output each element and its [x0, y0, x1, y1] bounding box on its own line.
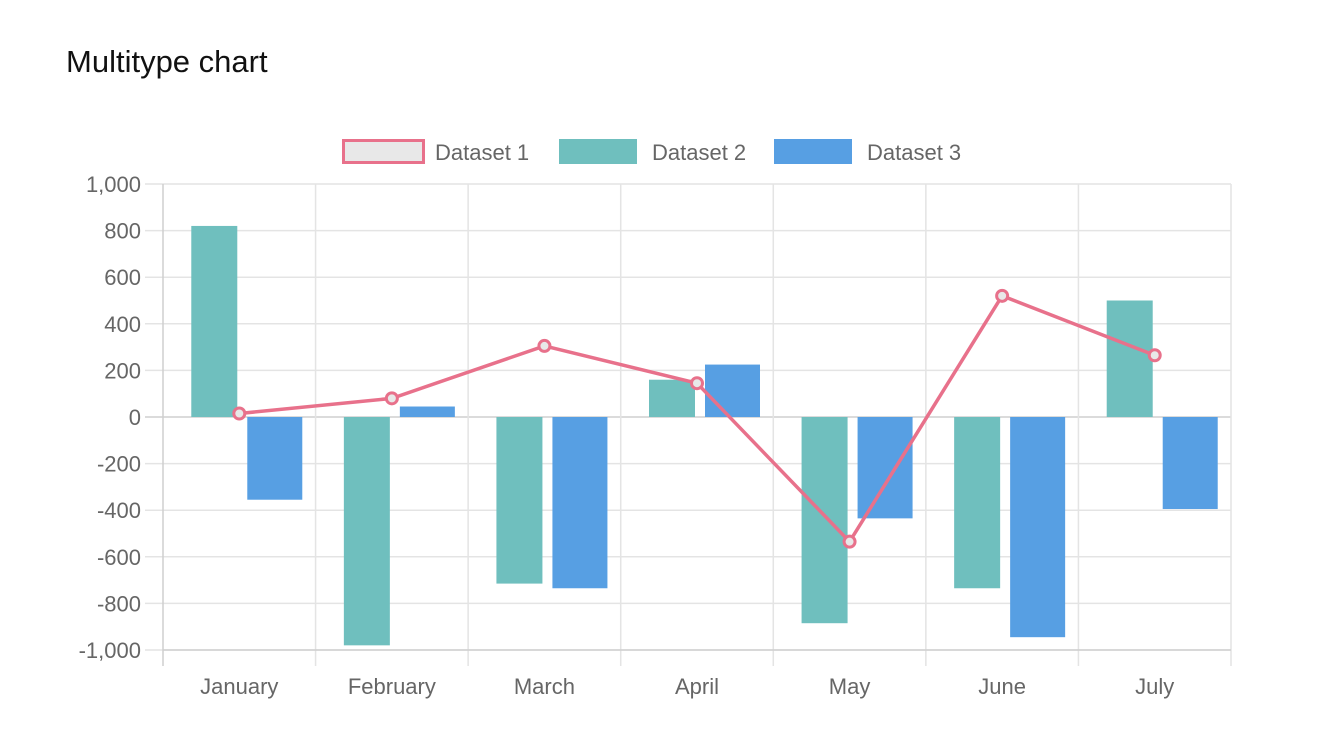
y-tick-label: 1,000	[86, 172, 141, 197]
line-point	[842, 534, 857, 549]
y-tick-label: 400	[104, 312, 141, 337]
legend-swatch	[774, 139, 852, 164]
y-tick-label: -600	[97, 545, 141, 570]
y-tick-label: 0	[129, 405, 141, 430]
y-tick-label: 600	[104, 265, 141, 290]
bar	[1106, 300, 1153, 417]
line-point	[1147, 348, 1162, 363]
y-axis: 1,000 800 600 400 200 0 -200 -400 -600 -800 -1,000	[79, 172, 141, 663]
legend-swatch	[559, 139, 637, 164]
bar	[552, 417, 608, 589]
y-tick-label: 200	[104, 358, 141, 383]
bar	[705, 364, 760, 417]
legend-label: Dataset 3	[867, 140, 961, 165]
x-tick-label: July	[1135, 674, 1174, 699]
bar	[801, 417, 848, 624]
x-tick-label: January	[200, 674, 278, 699]
line-series	[232, 288, 1162, 549]
x-tick-label: April	[675, 674, 719, 699]
y-tick-label: -400	[97, 498, 141, 523]
bar	[399, 406, 455, 417]
bar	[954, 417, 1001, 589]
bar	[649, 379, 695, 417]
legend-swatch	[342, 139, 425, 164]
legend: Dataset 1 Dataset 2 Dataset 3	[342, 139, 961, 165]
bars	[191, 225, 1218, 646]
x-axis: January February March April May June July	[200, 674, 1174, 699]
line-point	[232, 406, 247, 421]
y-tick-label: -1,000	[79, 638, 141, 663]
x-tick-label: March	[514, 674, 575, 699]
bar	[857, 417, 913, 519]
line-point	[384, 391, 399, 406]
x-tick-label: May	[829, 674, 871, 699]
legend-label: Dataset 1	[435, 140, 529, 165]
x-tick-label: June	[978, 674, 1026, 699]
y-tick-label: -800	[97, 591, 141, 616]
y-tick-label: -200	[97, 452, 141, 477]
bar	[1162, 417, 1218, 510]
bar	[191, 225, 238, 417]
x-tick-label: February	[348, 674, 436, 699]
y-tick-label: 800	[104, 219, 141, 244]
line-point	[537, 338, 552, 353]
bar	[343, 417, 390, 646]
grid	[145, 183, 1232, 666]
line-point	[690, 376, 704, 391]
bar	[247, 417, 303, 500]
bar	[496, 417, 543, 584]
line-point	[995, 288, 1010, 303]
page-title: Multitype chart	[66, 44, 268, 79]
bar	[1010, 417, 1066, 638]
legend-label: Dataset 2	[652, 140, 746, 165]
